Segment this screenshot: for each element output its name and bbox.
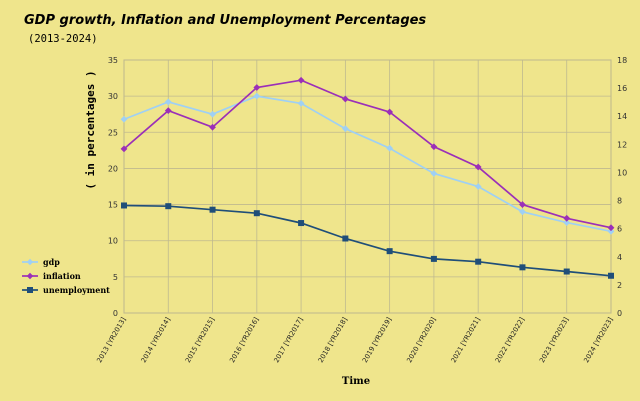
y2-tick-label: 18 (617, 56, 627, 65)
point-inflation (386, 108, 394, 116)
y2-tick-label: 10 (617, 168, 627, 177)
y-tick-label: 20 (108, 164, 118, 173)
y-tick-label: 0 (113, 309, 118, 318)
legend: gdp inflation unemployment (22, 257, 110, 295)
point-unemployment (430, 255, 437, 262)
y2-tick-label: 6 (617, 225, 622, 234)
series-line-inflation (123, 79, 612, 229)
y-tick-label: 30 (108, 92, 118, 101)
point-inflation (164, 107, 172, 114)
point-inflation (474, 163, 482, 171)
y-tick-label: 25 (108, 128, 118, 137)
point-gdp (120, 115, 128, 123)
legend-label-unemployment: unemployment (43, 285, 110, 295)
point-unemployment (608, 272, 614, 279)
point-inflation (430, 143, 438, 151)
point-unemployment (298, 220, 305, 227)
point-gdp (563, 219, 571, 227)
legend-label-inflation: inflation (43, 271, 81, 281)
point-unemployment (342, 235, 349, 242)
legend-marker-unemployment (27, 287, 33, 293)
legend-marker-gdp (26, 258, 34, 266)
point-inflation (209, 123, 216, 131)
point-unemployment (563, 268, 570, 275)
point-gdp (164, 98, 172, 106)
chart-title: GDP growth, Inflation and Unemployment P… (24, 13, 426, 28)
point-inflation (563, 214, 571, 222)
y-axis-right: 0 2 4 6 8 10 12 14 16 18 (617, 56, 627, 318)
point-inflation (120, 145, 128, 153)
point-inflation (519, 201, 526, 208)
y2-tick-label: 12 (617, 140, 627, 149)
point-gdp (430, 170, 438, 177)
point-inflation (607, 224, 615, 232)
point-gdp (297, 99, 305, 107)
y2-tick-label: 0 (617, 309, 622, 318)
point-inflation (253, 84, 261, 91)
y-tick-label: 15 (108, 201, 118, 210)
point-unemployment (519, 264, 526, 271)
y-tick-label: 5 (113, 273, 118, 282)
point-unemployment (475, 258, 482, 265)
y2-tick-label: 16 (617, 84, 627, 93)
point-gdp (519, 208, 526, 216)
y2-tick-label: 2 (617, 281, 622, 290)
point-gdp (474, 183, 482, 190)
point-unemployment (121, 202, 127, 209)
point-inflation (297, 76, 305, 84)
point-unemployment (165, 203, 172, 210)
y-tick-label: 10 (108, 237, 118, 246)
chart-subtitle: (2013-2024) (28, 33, 98, 45)
y-axis-left: 0 5 10 15 20 25 30 35 (108, 56, 118, 318)
legend-label-gdp: gdp (43, 257, 60, 267)
point-unemployment (209, 206, 216, 213)
series-group (120, 76, 615, 279)
series-line-gdp (123, 95, 612, 233)
point-unemployment (386, 248, 393, 255)
point-unemployment (253, 210, 260, 217)
series-line-unemployment (123, 204, 612, 277)
y2-tick-label: 14 (617, 112, 627, 121)
y2-tick-label: 4 (617, 253, 622, 262)
y-tick-label: 35 (108, 56, 118, 65)
x-axis-title: Time (342, 376, 370, 387)
legend-marker-inflation (26, 272, 34, 280)
point-gdp (386, 144, 394, 152)
point-gdp (253, 92, 261, 100)
y-axis-title: ( in percentages ) (84, 70, 97, 189)
point-gdp (607, 227, 615, 235)
point-gdp (341, 125, 349, 133)
point-inflation (341, 95, 349, 103)
point-gdp (209, 110, 216, 118)
y2-tick-label: 8 (617, 197, 622, 206)
